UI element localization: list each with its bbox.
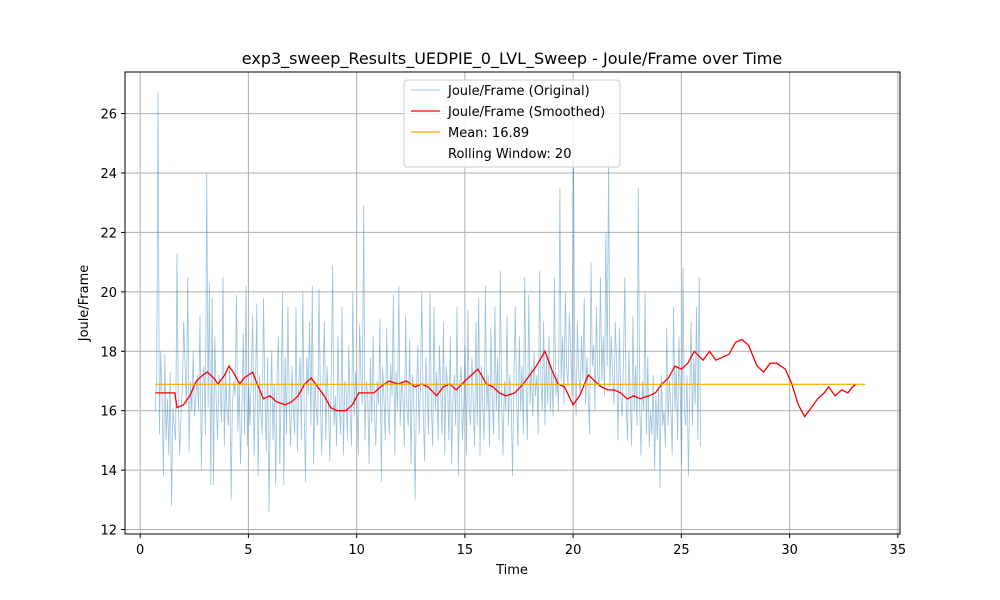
x-tick-label: 10 <box>348 543 365 558</box>
grid-lines <box>125 72 900 534</box>
y-tick-label: 12 <box>100 524 117 539</box>
series-smoothed-line <box>155 338 858 418</box>
y-axis-ticks: 12 14 16 18 20 22 24 26 <box>100 108 125 539</box>
x-tick-label: 35 <box>890 543 907 558</box>
legend-box <box>403 79 621 168</box>
y-tick-label: 16 <box>100 405 117 420</box>
plot-frame <box>124 71 901 535</box>
y-axis-label: Joule/Frame <box>77 265 92 343</box>
x-axis-ticks: 0 5 10 15 20 25 30 35 <box>136 534 906 558</box>
x-axis-label: Time <box>495 563 528 578</box>
legend-entry-label: Mean: 16.89 <box>448 126 529 141</box>
x-tick-label: 15 <box>457 543 474 558</box>
x-tick-label: 5 <box>244 543 252 558</box>
y-tick-label: 24 <box>100 167 117 182</box>
series-original-line <box>154 92 701 512</box>
y-tick-label: 18 <box>100 345 117 360</box>
y-tick-label: 14 <box>100 464 117 479</box>
legend: Joule/Frame (Original) Joule/Frame (Smoot… <box>403 79 621 168</box>
y-tick-label: 26 <box>100 108 117 123</box>
y-tick-label: 20 <box>100 286 117 301</box>
x-tick-label: 20 <box>565 543 582 558</box>
x-tick-label: 30 <box>781 543 798 558</box>
series-lines <box>154 92 866 512</box>
x-tick-label: 25 <box>673 543 690 558</box>
chart-title: exp3_sweep_Results_UEDPIE_0_LVL_Sweep - … <box>242 49 782 69</box>
legend-entry-label: Rolling Window: 20 <box>448 147 571 162</box>
legend-entry-label: Joule/Frame (Smoothed) <box>447 105 605 120</box>
y-tick-label: 22 <box>100 226 117 241</box>
x-tick-label: 0 <box>136 543 144 558</box>
legend-entry-label: Joule/Frame (Original) <box>447 84 590 99</box>
